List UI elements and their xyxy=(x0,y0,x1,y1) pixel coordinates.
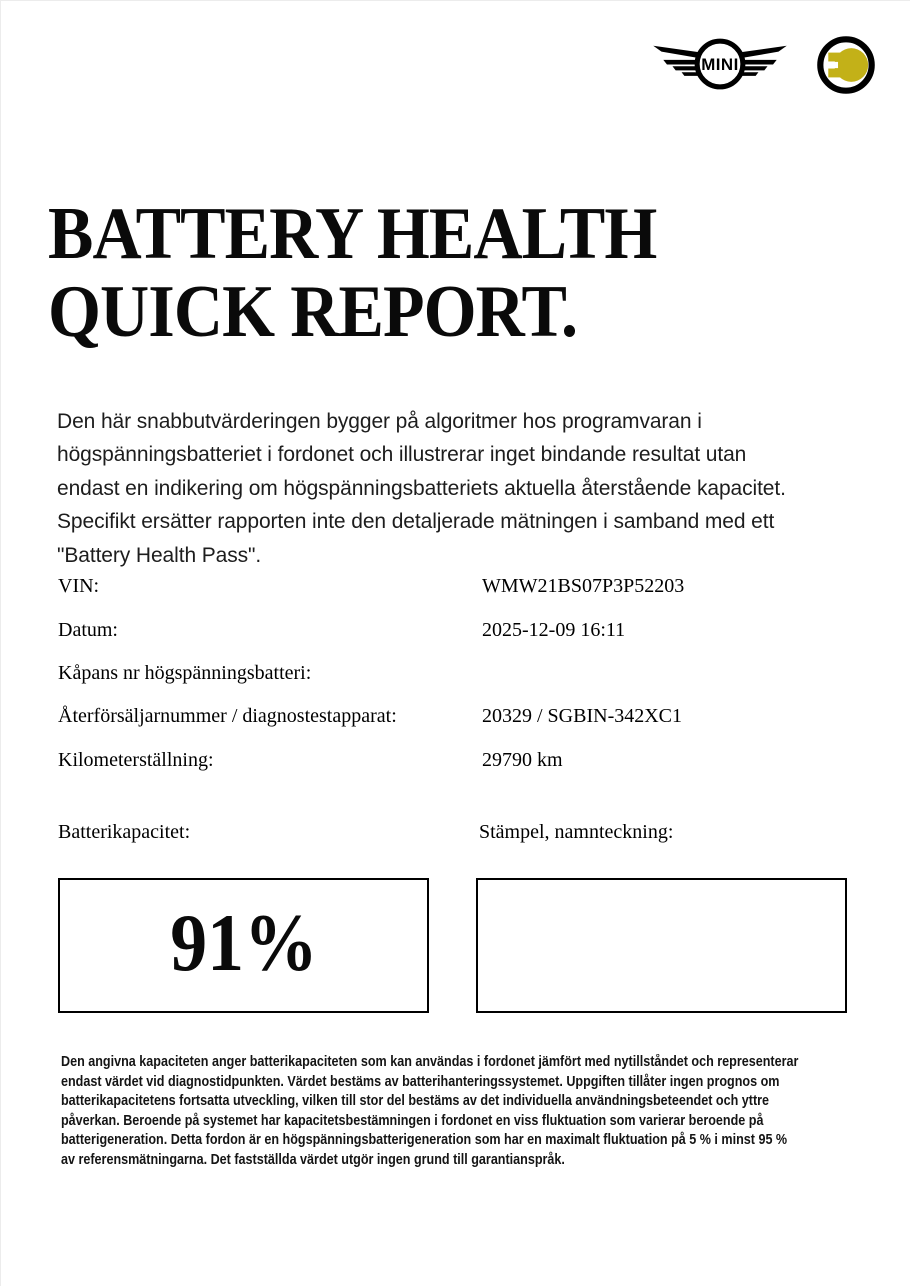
intro-line: "Battery Health Pass". xyxy=(57,543,262,567)
mini-logo-text: MINI xyxy=(701,55,739,74)
field-row-vin: VIN: WMW21BS07P3P52203 xyxy=(1,575,910,599)
field-value: 2025-12-09 16:11 xyxy=(482,619,626,641)
intro-line: endast en indikering om högspänningsbatt… xyxy=(57,476,786,500)
intro-line: Specifikt ersätter rapporten inte den de… xyxy=(57,510,775,534)
field-value: 29790 km xyxy=(482,749,563,771)
field-row-datum: Datum: 2025-12-09 16:11 xyxy=(1,619,910,643)
battery-capacity-box: 91% xyxy=(58,878,429,1013)
disclaimer-paragraph: Den angivna kapaciteten anger batterikap… xyxy=(61,1053,798,1171)
field-label: Datum: xyxy=(58,619,118,641)
field-value: 20329 / SGBIN-342XC1 xyxy=(482,705,683,727)
stamp-signature-box xyxy=(476,878,847,1013)
field-label: Kåpans nr högspänningsbatteri: xyxy=(58,662,312,684)
field-row-odometer: Kilometerställning: 29790 km xyxy=(1,749,910,773)
disclaimer-line: Den angivna kapaciteten anger batterikap… xyxy=(61,1054,799,1070)
field-value: WMW21BS07P3P52203 xyxy=(482,575,685,597)
field-row-battery-cover-number: Kåpans nr högspänningsbatteri: xyxy=(1,662,910,686)
report-title-line1: BATTERY HEALTH xyxy=(48,193,657,275)
stamp-signature-label: Stämpel, namnteckning: xyxy=(479,821,674,843)
disclaimer-line: påverkan. Beroende på systemet har kapac… xyxy=(61,1112,764,1129)
mini-electric-plug-icon xyxy=(817,36,875,94)
field-label: VIN: xyxy=(58,575,100,597)
report-title-line2: QUICK REPORT. xyxy=(48,271,578,353)
field-row-dealer-number: Återförsäljarnummer / diagnostestapparat… xyxy=(1,705,910,729)
mini-wing-bar xyxy=(741,72,759,76)
electric-plug-prong xyxy=(828,52,844,62)
field-label: Kilometerställning: xyxy=(58,749,214,771)
electric-plug-notch xyxy=(826,61,839,69)
mini-wing-bar xyxy=(663,59,699,65)
intro-paragraph: Den här snabbutvärderingen bygger på alg… xyxy=(57,405,786,572)
mini-logo-circle xyxy=(694,38,746,90)
mini-wing-bar xyxy=(741,66,768,71)
electric-plug-prong xyxy=(828,68,844,78)
mini-wing-bar xyxy=(741,45,787,59)
battery-capacity-value: 91% xyxy=(169,896,318,988)
battery-capacity-label: Batterikapacitet: xyxy=(58,821,191,843)
report-title: BATTERY HEALTH QUICK REPORT. xyxy=(48,193,657,353)
mini-wing-bar xyxy=(672,66,699,71)
disclaimer-line: av referensmätningarna. Det fastställda … xyxy=(61,1151,565,1168)
mini-wing-bar xyxy=(681,72,699,76)
mini-wing-bar xyxy=(741,59,777,65)
intro-line: Den här snabbutvärderingen bygger på alg… xyxy=(57,410,702,433)
mini-wing-bar xyxy=(653,45,699,59)
disclaimer-line: batterikapacitetens fortsatta utveckling… xyxy=(61,1093,770,1110)
disclaimer-line: endast värdet vid diagnostidpunkten. Vär… xyxy=(61,1073,780,1090)
mini-wings-logo: MINI xyxy=(653,38,787,90)
field-label: Återförsäljarnummer / diagnostestapparat… xyxy=(58,705,397,727)
intro-line: högspänningsbatteriet i fordonet och ill… xyxy=(57,443,747,467)
disclaimer-line: batterigeneration. Detta fordon är en hö… xyxy=(61,1132,788,1149)
